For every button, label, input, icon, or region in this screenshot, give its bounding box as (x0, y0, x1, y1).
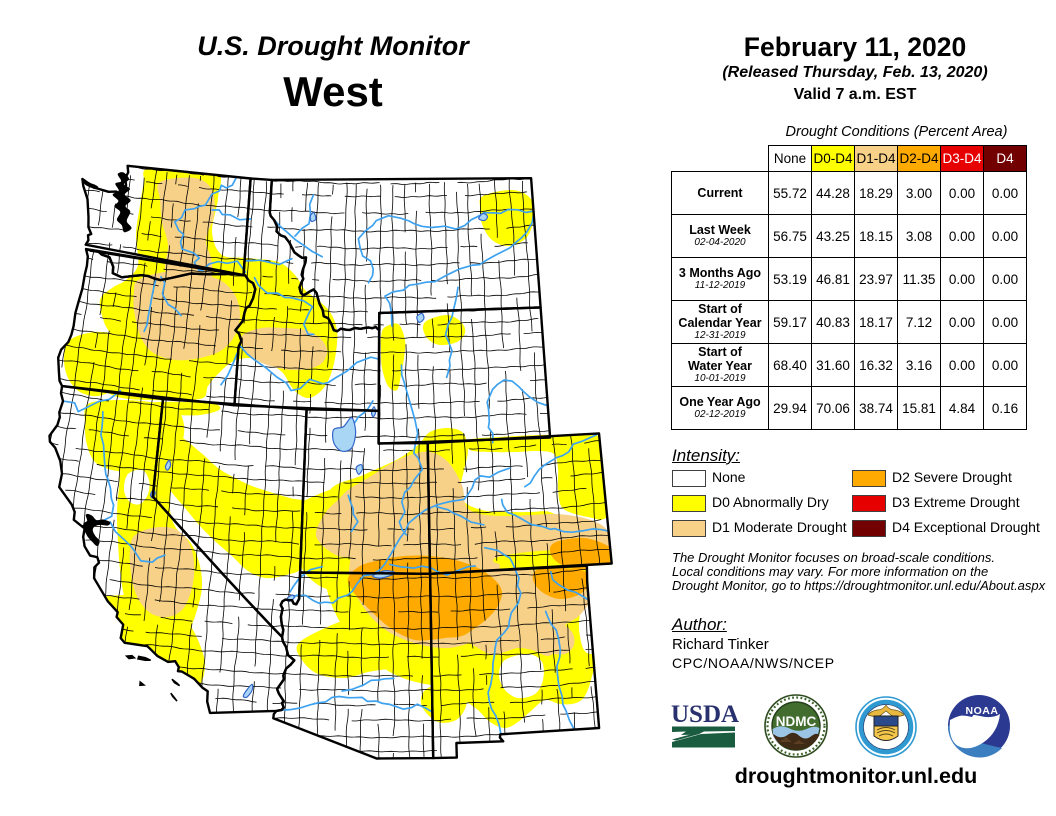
svg-text:NDMC: NDMC (776, 714, 817, 729)
svg-text:USDA: USDA (671, 701, 739, 728)
svg-text:NOAA: NOAA (966, 705, 999, 717)
